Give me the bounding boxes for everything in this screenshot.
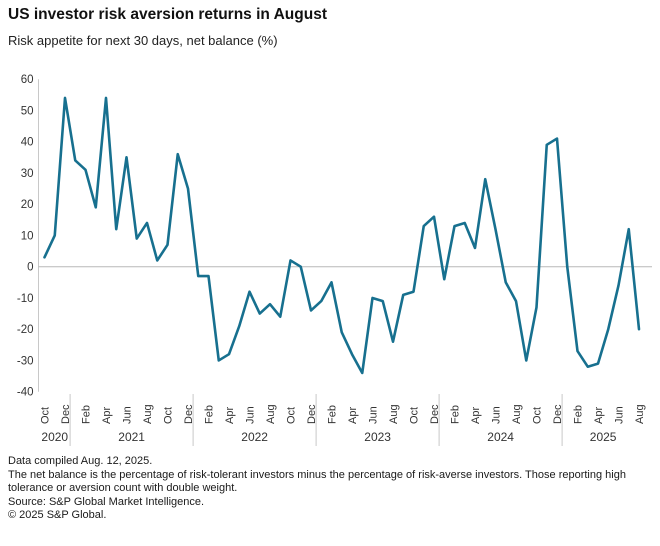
- y-tick-label: -10: [17, 293, 34, 305]
- y-tick-label: -20: [17, 324, 34, 336]
- y-tick-label: 40: [21, 137, 34, 149]
- y-tick-label: 0: [27, 262, 33, 274]
- x-tick-label: Oct: [162, 407, 174, 424]
- x-tick-label: Apr: [347, 407, 359, 424]
- year-label: 2022: [241, 430, 268, 444]
- x-tick-label: Oct: [285, 407, 297, 424]
- x-tick-label: Aug: [142, 404, 154, 424]
- x-tick-label: Jun: [613, 406, 625, 424]
- x-tick-label: Dec: [306, 404, 318, 424]
- year-label: 2023: [364, 430, 391, 444]
- year-label: 2024: [487, 430, 514, 444]
- footer-note: The net balance is the percentage of ris…: [8, 468, 626, 495]
- x-tick-label: Feb: [449, 405, 461, 424]
- x-tick-label: Dec: [183, 404, 195, 424]
- x-tick-label: Oct: [39, 407, 51, 424]
- x-tick-label: Jun: [121, 406, 133, 424]
- x-tick-label: Oct: [408, 407, 420, 424]
- chart-title: US investor risk aversion returns in Aug…: [8, 6, 327, 23]
- y-tick-label: -30: [17, 355, 34, 367]
- chart: 60 50 40 30 20 10 0 -10 -20 -30 -40 Oct Dec Feb Apr Jun…: [17, 74, 652, 446]
- year-label: 2020: [41, 430, 68, 444]
- x-tick-label: Dec: [552, 404, 564, 424]
- x-tick-label: Apr: [470, 407, 482, 424]
- footer: Data compiled Aug. 12, 2025. The net bal…: [8, 455, 656, 523]
- y-tick-label: 60: [21, 74, 34, 86]
- x-tick-label: Apr: [593, 407, 605, 424]
- x-tick-label: Aug: [634, 404, 646, 424]
- x-tick-label: Apr: [224, 407, 236, 424]
- footer-compiled: Data compiled Aug. 12, 2025.: [8, 455, 153, 467]
- y-tick-label: 10: [21, 230, 34, 242]
- risk-appetite-line: [43, 96, 641, 375]
- x-tick-label: Dec: [60, 404, 72, 424]
- x-tick-label: Feb: [203, 405, 215, 424]
- x-tick-label: Feb: [80, 405, 92, 424]
- x-tick-label: Feb: [572, 405, 584, 424]
- chart-subtitle: Risk appetite for next 30 days, net bala…: [8, 33, 278, 48]
- x-tick-label: Aug: [388, 404, 400, 424]
- y-tick-label: 50: [21, 105, 34, 117]
- x-tick-label: Oct: [531, 407, 543, 424]
- year-label: 2021: [118, 430, 145, 444]
- year-label: 2025: [590, 430, 617, 444]
- footer-copyright: © 2025 S&P Global.: [8, 509, 107, 522]
- y-tick-label: 30: [21, 168, 34, 180]
- x-tick-label: Aug: [265, 404, 277, 424]
- x-tick-label: Aug: [511, 404, 523, 424]
- footer-source: Source: S&P Global Market Intelligence.: [8, 495, 205, 508]
- x-tick-label: Jun: [244, 406, 256, 424]
- x-tick-label: Dec: [429, 404, 441, 424]
- x-tick-label: Apr: [101, 407, 113, 424]
- y-tick-label: -40: [17, 387, 34, 399]
- x-tick-label: Feb: [326, 405, 338, 424]
- x-tick-label: Jun: [367, 406, 379, 424]
- x-tick-label: Jun: [490, 406, 502, 424]
- y-tick-label: 20: [21, 199, 34, 211]
